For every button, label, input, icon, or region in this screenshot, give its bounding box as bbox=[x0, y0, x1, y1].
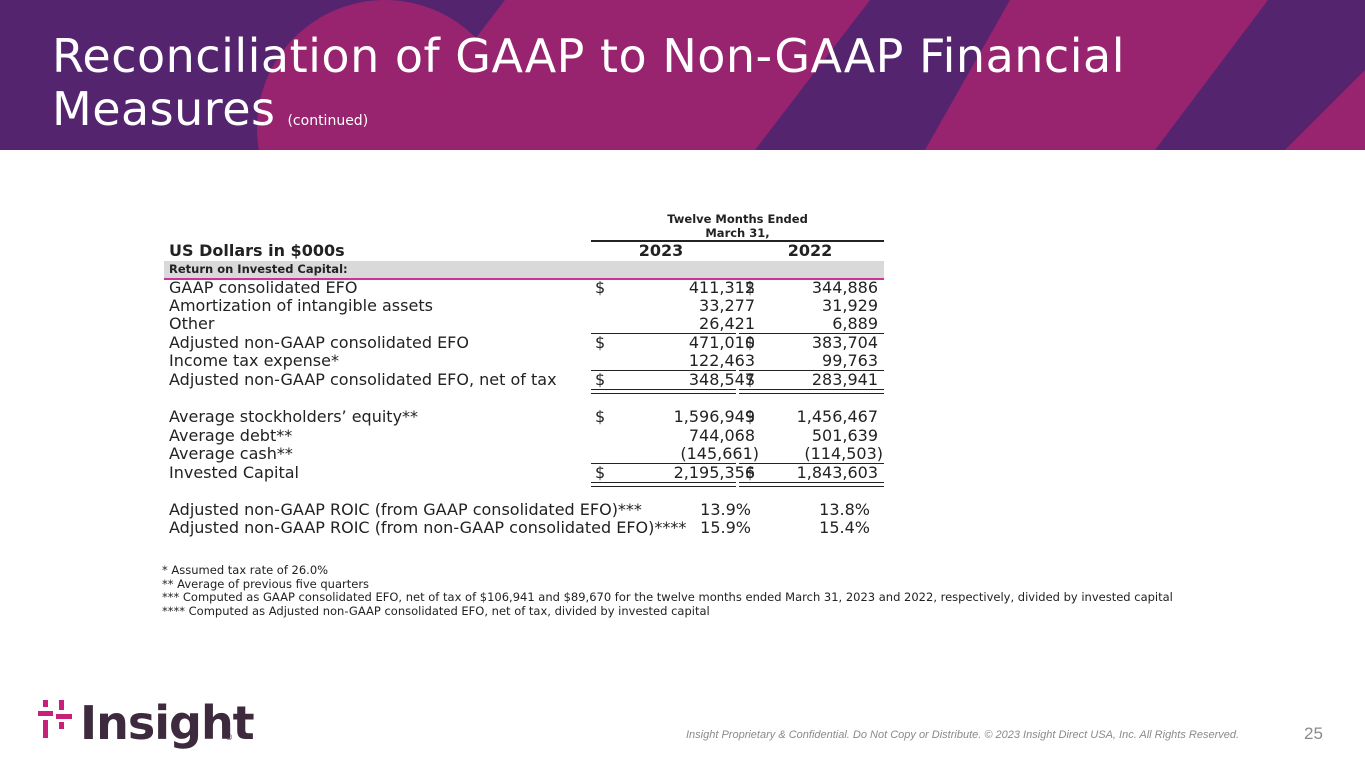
value-2022: 344,886 bbox=[811, 278, 878, 297]
header-banner: Reconciliation of GAAP to Non-GAAP Finan… bbox=[0, 0, 1365, 150]
row-label: Adjusted non-GAAP ROIC (from GAAP consol… bbox=[169, 500, 642, 519]
insight-logo-icon bbox=[38, 700, 72, 738]
subtotal-rule bbox=[739, 333, 884, 334]
total-double-rule bbox=[739, 482, 884, 487]
currency-symbol: $ bbox=[595, 407, 606, 426]
value-2022: 501,639 bbox=[811, 426, 878, 445]
row-label: Adjusted non-GAAP ROIC (from non-GAAP co… bbox=[169, 518, 687, 537]
year-2022-header: 2022 bbox=[787, 241, 833, 260]
value-2023: 26,421 bbox=[699, 314, 755, 333]
table-row-other: Other 26,421 6,889 bbox=[164, 315, 884, 333]
row-label: Other bbox=[169, 314, 215, 333]
period-caption-line-1: Twelve Months Ended bbox=[667, 212, 808, 226]
subtotal-rule bbox=[739, 463, 884, 464]
banner-graphic bbox=[0, 0, 1365, 150]
subtotal-rule bbox=[591, 333, 736, 334]
table-row-equity: Average stockholders’ equity** $ 1,596,9… bbox=[164, 408, 884, 426]
currency-symbol: $ bbox=[595, 278, 606, 297]
row-label: Adjusted non-GAAP consolidated EFO bbox=[169, 333, 469, 352]
registered-mark: ® bbox=[225, 733, 233, 742]
page-title: Reconciliation of GAAP to Non-GAAP Finan… bbox=[52, 30, 1125, 148]
currency-symbol: $ bbox=[745, 463, 756, 482]
value-2022: 31,929 bbox=[822, 296, 878, 315]
table-row-roic-gaap: Adjusted non-GAAP ROIC (from GAAP consol… bbox=[164, 501, 884, 519]
currency-symbol: $ bbox=[595, 370, 606, 389]
currency-symbol: $ bbox=[745, 407, 756, 426]
currency-symbol: $ bbox=[745, 278, 756, 297]
confidentiality-notice: Insight Proprietary & Confidential. Do N… bbox=[686, 729, 1240, 741]
footnote-1: * Assumed tax rate of 26.0% bbox=[162, 563, 329, 577]
value-2023: 348,547 bbox=[688, 370, 755, 389]
value-2023: 1,596,949 bbox=[673, 407, 755, 426]
value-2023: 15.9% bbox=[700, 518, 751, 537]
table-row-cash: Average cash** (145,661) (114,503) bbox=[164, 445, 884, 463]
table-row-income-tax: Income tax expense* 122,463 99,763 bbox=[164, 352, 884, 370]
table-row-amortization: Amortization of intangible assets 33,277… bbox=[164, 297, 884, 315]
subtotal-rule bbox=[591, 370, 736, 371]
section-header-roic: Return on Invested Capital: bbox=[164, 261, 884, 280]
period-caption-line-2: March 31, bbox=[705, 226, 770, 240]
value-2023: 411,312 bbox=[688, 278, 755, 297]
table-row-roic-nongaap: Adjusted non-GAAP ROIC (from non-GAAP co… bbox=[164, 519, 884, 537]
table-row-gaap-efo: GAAP consolidated EFO $ 411,312 $ 344,88… bbox=[164, 279, 884, 297]
value-2022: 13.8% bbox=[819, 500, 870, 519]
value-2023: 471,010 bbox=[688, 333, 755, 352]
title-line-1: Reconciliation of GAAP to Non-GAAP Finan… bbox=[52, 29, 1125, 83]
currency-symbol: $ bbox=[745, 370, 756, 389]
value-2023: 2,195,356 bbox=[673, 463, 755, 482]
total-double-rule bbox=[739, 389, 884, 394]
footnote-3: *** Computed as GAAP consolidated EFO, n… bbox=[162, 590, 1173, 604]
value-2023: 33,277 bbox=[699, 296, 755, 315]
row-label: Average debt** bbox=[169, 426, 293, 445]
table-row-adjusted-efo-net: Adjusted non-GAAP consolidated EFO, net … bbox=[164, 371, 884, 389]
footnote-4: **** Computed as Adjusted non-GAAP conso… bbox=[162, 603, 710, 618]
value-2023: 744,068 bbox=[688, 426, 755, 445]
table-row-invested-capital: Invested Capital $ 2,195,356 $ 1,843,603 bbox=[164, 464, 884, 482]
title-line-2: Measures bbox=[52, 82, 276, 136]
value-2022: 15.4% bbox=[819, 518, 870, 537]
value-2022: 1,456,467 bbox=[796, 407, 878, 426]
value-2022: 383,704 bbox=[811, 333, 878, 352]
row-label: Income tax expense* bbox=[169, 351, 339, 370]
table-row-adjusted-efo: Adjusted non-GAAP consolidated EFO $ 471… bbox=[164, 334, 884, 352]
subtotal-rule bbox=[739, 370, 884, 371]
value-2023: 122,463 bbox=[688, 351, 755, 370]
value-2023: (145,661) bbox=[680, 444, 759, 463]
row-label: Amortization of intangible assets bbox=[169, 296, 433, 315]
page-number: 25 bbox=[1304, 724, 1323, 743]
units-label: US Dollars in $000s bbox=[169, 241, 345, 260]
row-label: Invested Capital bbox=[169, 463, 299, 482]
brand-logo-text: Insight bbox=[80, 696, 255, 750]
period-caption: Twelve Months Ended March 31, bbox=[591, 212, 884, 240]
row-label: Adjusted non-GAAP consolidated EFO, net … bbox=[169, 370, 557, 389]
currency-symbol: $ bbox=[595, 463, 606, 482]
column-header-row: US Dollars in $000s 2023 2022 bbox=[164, 242, 884, 260]
currency-symbol: $ bbox=[745, 333, 756, 352]
value-2022: (114,503) bbox=[804, 444, 883, 463]
value-2022: 283,941 bbox=[811, 370, 878, 389]
value-2022: 99,763 bbox=[822, 351, 878, 370]
row-label: GAAP consolidated EFO bbox=[169, 278, 358, 297]
subtotal-rule bbox=[591, 463, 736, 464]
value-2022: 1,843,603 bbox=[796, 463, 878, 482]
total-double-rule bbox=[591, 482, 736, 487]
row-label: Average stockholders’ equity** bbox=[169, 407, 419, 426]
footnote-2: ** Average of previous five quarters bbox=[162, 576, 370, 591]
total-double-rule bbox=[591, 389, 736, 394]
table-row-debt: Average debt** 744,068 501,639 bbox=[164, 427, 884, 445]
section-label: Return on Invested Capital: bbox=[169, 262, 348, 276]
value-2022: 6,889 bbox=[832, 314, 878, 333]
footnotes: * Assumed tax rate of 26.0% ** Average o… bbox=[162, 563, 1173, 618]
row-label: Average cash** bbox=[169, 444, 293, 463]
currency-symbol: $ bbox=[595, 333, 606, 352]
header-rule bbox=[591, 240, 884, 242]
year-2023-header: 2023 bbox=[638, 241, 684, 260]
title-suffix: (continued) bbox=[287, 113, 369, 129]
value-2023: 13.9% bbox=[700, 500, 751, 519]
